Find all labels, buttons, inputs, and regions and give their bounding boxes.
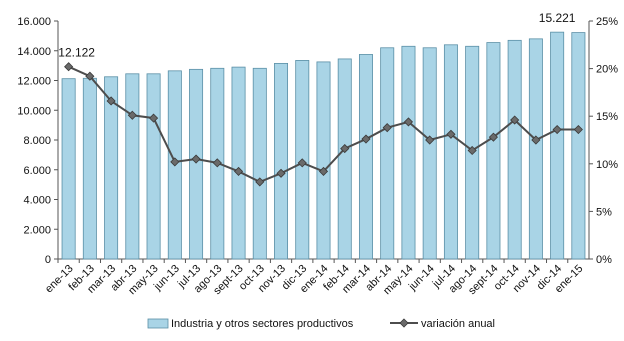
- legend-label-bars: Industria y otros sectores productivos: [171, 318, 354, 330]
- left-tick-label: 2.000: [23, 224, 51, 236]
- bar: [189, 68, 204, 260]
- line-point: [573, 124, 583, 135]
- bar: [104, 76, 119, 260]
- bar: [316, 61, 331, 260]
- bar: [528, 38, 543, 260]
- bar: [337, 58, 352, 260]
- line-point: [297, 158, 307, 168]
- line-point: [382, 123, 392, 133]
- bar: [146, 73, 161, 260]
- bar: [380, 47, 395, 260]
- bar: [443, 44, 458, 260]
- line-point: [318, 166, 329, 176]
- bar: [274, 62, 289, 260]
- left-tick-label: 6.000: [23, 165, 51, 177]
- left-tick-label: 8.000: [23, 135, 51, 147]
- line-point: [340, 144, 350, 154]
- bar: [252, 67, 267, 260]
- legend-marker-line: [399, 318, 409, 328]
- line-point: [212, 158, 222, 168]
- bar: [571, 32, 586, 260]
- right-tick-label: 10%: [596, 159, 618, 171]
- line-point: [149, 113, 159, 123]
- legend-label-line: variación anual: [421, 318, 495, 330]
- line-point: [255, 177, 265, 187]
- line-point: [191, 154, 201, 164]
- left-tick-label: 16.000: [17, 16, 51, 28]
- legend-swatch-bars: [147, 318, 169, 329]
- line-point: [127, 110, 137, 120]
- left-tick-label: 10.000: [17, 105, 51, 117]
- data-label: 12.122: [58, 46, 95, 60]
- line-point: [446, 129, 456, 139]
- line-point: [552, 124, 562, 135]
- bar: [401, 45, 416, 260]
- right-tick-label: 5%: [596, 206, 612, 218]
- line-point: [531, 135, 541, 145]
- bar: [550, 31, 565, 260]
- bar: [61, 78, 76, 260]
- bar: [507, 39, 522, 260]
- line-point: [170, 157, 180, 167]
- right-tick-label: 20%: [596, 64, 618, 76]
- line-point: [361, 134, 371, 144]
- line-point: [276, 168, 286, 178]
- line-point: [85, 71, 95, 81]
- line-point: [403, 117, 414, 127]
- bar: [486, 42, 501, 260]
- line-point: [510, 115, 520, 125]
- line-point: [425, 135, 435, 145]
- line-point: [467, 145, 477, 156]
- left-tick-label: 0: [45, 254, 51, 266]
- line-point: [233, 166, 244, 176]
- right-tick-label: 15%: [596, 111, 618, 123]
- bar: [358, 54, 373, 260]
- bar: [422, 47, 437, 260]
- line-point: [488, 132, 498, 142]
- left-tick-label: 12.000: [17, 76, 51, 88]
- bar: [82, 77, 97, 260]
- bar: [231, 66, 246, 260]
- left-tick-label: 14.000: [17, 46, 51, 58]
- line-point: [106, 96, 116, 106]
- left-tick-label: 4.000: [23, 195, 51, 207]
- right-tick-label: 25%: [596, 16, 618, 28]
- right-tick-label: 0%: [596, 254, 612, 266]
- bar: [125, 73, 140, 260]
- data-label: 15.221: [539, 11, 576, 25]
- line-point: [64, 62, 74, 72]
